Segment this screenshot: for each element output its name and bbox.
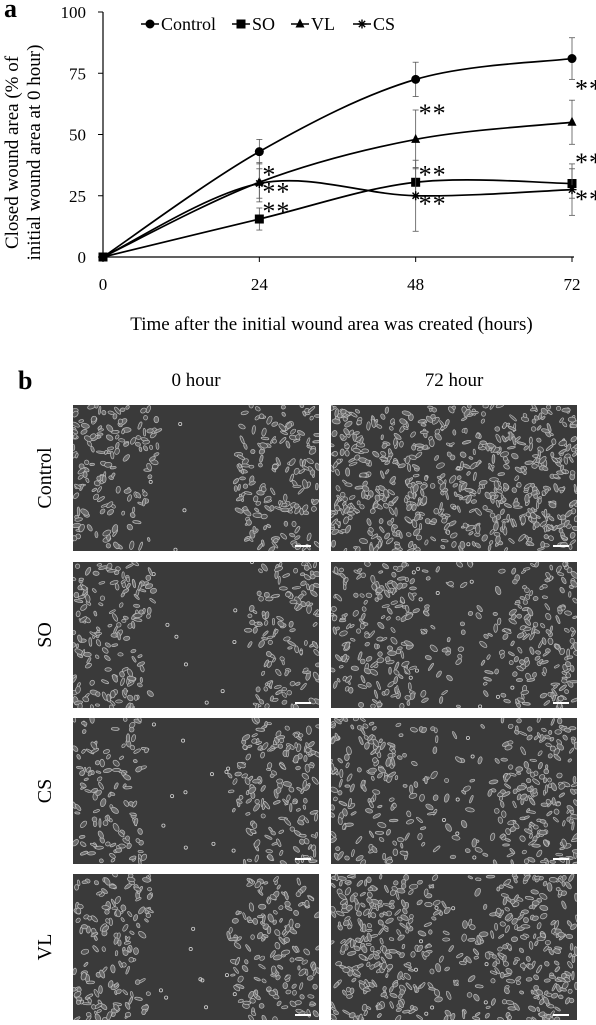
significance-annotation: ** (575, 75, 596, 104)
panel-a-label: a (4, 0, 17, 23)
micrograph-image (73, 405, 319, 551)
significance-annotation: ** (419, 190, 447, 219)
micrograph-image (331, 718, 577, 864)
significance-annotation: ** (419, 160, 447, 189)
x-tick-label: 48 (407, 275, 424, 294)
scale-bar (553, 858, 569, 860)
micrograph-image (331, 874, 577, 1020)
significance-annotation: ** (575, 185, 596, 214)
legend-label-control: Control (161, 14, 216, 34)
legend-label-cs: CS (373, 14, 395, 34)
micrograph-image (331, 562, 577, 708)
micrograph-image (73, 562, 319, 708)
micrograph-image (73, 874, 319, 1020)
y-tick-label: 25 (69, 187, 86, 206)
scale-bar (295, 545, 311, 547)
micrograph-cs-0h (73, 718, 319, 864)
significance-annotation: ** (262, 177, 290, 206)
column-header-72-hour: 72 hour (424, 370, 484, 391)
row-label-vl: VL (34, 933, 56, 961)
marker-control (567, 54, 577, 64)
y-tick-label: 75 (69, 64, 86, 83)
scale-bar (553, 702, 569, 704)
scale-bar (295, 858, 311, 860)
x-tick-label: 0 (99, 275, 108, 294)
y-tick-label: 100 (61, 3, 87, 22)
y-axis-title-line-1: Closed wound area (% of (2, 55, 23, 249)
micrograph-vl-72h (331, 874, 577, 1020)
micrograph-so-0h (73, 562, 319, 708)
micrograph-so-72h (331, 562, 577, 708)
row-label-control: Control (34, 447, 56, 509)
marker-control (411, 74, 421, 84)
y-axis-title-line-2: initial wound area at 0 hour) (24, 45, 45, 261)
legend-marker-cs (357, 19, 367, 29)
column-header-0-hour: 0 hour (171, 370, 221, 391)
significance-annotation: ** (262, 197, 290, 226)
scale-bar (295, 702, 311, 704)
x-tick-label: 24 (251, 275, 269, 294)
marker-control (254, 147, 264, 157)
micrograph-image (73, 718, 319, 864)
closure-line-chart: 0 25 50 75 100 0 24 48 72 Time after the initial … (2, 3, 596, 335)
significance-annotation: * (262, 160, 276, 189)
x-tick-label: 72 (564, 275, 581, 294)
legend-label-vl: VL (311, 14, 335, 34)
series-line-cs (102, 179, 573, 258)
micrograph-control-0h (73, 405, 319, 551)
series-line-vl (102, 121, 573, 258)
legend-marker-so (236, 19, 246, 29)
marker-so (254, 214, 264, 224)
micrograph-control-72h (331, 405, 577, 551)
marker-cs (98, 252, 108, 262)
y-tick-label: 50 (69, 126, 86, 145)
marker-cs (254, 179, 264, 188)
legend-marker-control (145, 19, 155, 29)
legend-marker-vl (295, 18, 305, 28)
micrograph-image (331, 405, 577, 551)
x-axis-title: Time after the initial wound area was cr… (130, 314, 532, 335)
significance-annotation: ** (575, 148, 596, 177)
scale-bar (553, 1014, 569, 1016)
y-tick-label: 0 (78, 248, 87, 267)
marker-vl (567, 116, 577, 126)
legend-label-so: SO (252, 14, 275, 34)
marker-cs (567, 185, 577, 195)
scale-bar (295, 1014, 311, 1016)
marker-vl (411, 133, 421, 143)
row-label-so: SO (34, 622, 56, 648)
micrograph-vl-0h (73, 874, 319, 1020)
series-line-so (102, 179, 573, 258)
panel-b-label: b (18, 366, 33, 395)
significance-annotation: ** (419, 99, 447, 128)
row-label-cs: CS (34, 778, 56, 804)
micrograph-cs-72h (331, 718, 577, 864)
scale-bar (553, 545, 569, 547)
marker-cs (411, 191, 421, 201)
series-line-control (102, 57, 573, 258)
